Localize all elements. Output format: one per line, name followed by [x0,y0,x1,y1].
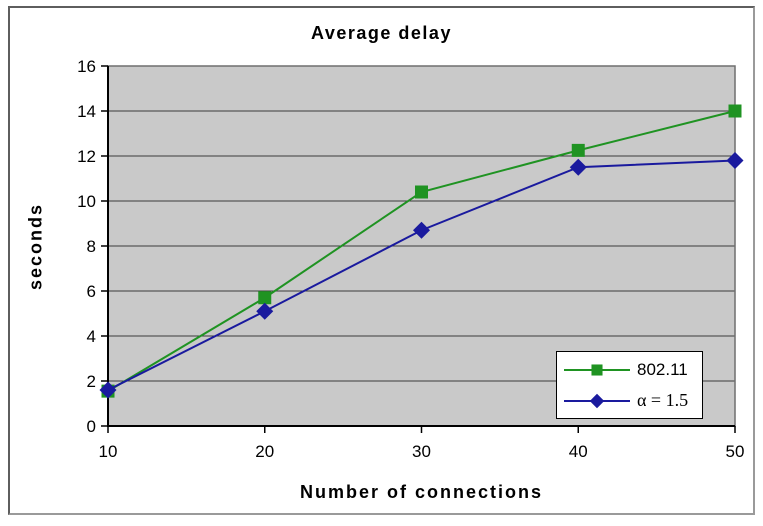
chart-title: Average delay [311,23,452,43]
y-tick-label: 6 [87,282,96,301]
data-point-marker-square [258,291,272,305]
legend: 802.11 α = 1.5 [556,351,703,419]
series-802.11 [101,104,742,398]
data-point-marker-square [571,143,585,157]
data-point-marker-diamond [726,152,744,169]
y-tick-label: 12 [77,147,96,166]
x-tick-label: 50 [726,442,745,461]
x-tick-label: 10 [99,442,118,461]
x-tick-label: 40 [569,442,588,461]
y-tick-label: 8 [87,237,96,256]
data-point-marker-square [415,185,428,199]
legend-item: α = 1.5 [564,385,702,416]
x-axis-title: Number of connections [299,482,543,502]
y-tick-label: 14 [77,102,96,121]
x-tick-label: 30 [412,442,431,461]
y-tick-label: 0 [87,417,96,436]
y-tick-label: 16 [77,57,96,76]
legend-label: α = 1.5 [637,390,689,410]
legend-label: 802.11 [637,359,688,379]
data-point-marker-square [728,104,742,118]
x-tick-label: 20 [255,442,274,461]
y-tick-label: 4 [87,327,96,346]
data-point-marker-diamond [413,221,430,239]
data-point-marker-diamond [589,393,605,408]
series-α = 1.5 [99,152,744,399]
y-tick-label: 2 [87,372,96,391]
data-point-marker-diamond [256,302,274,320]
legend-marker-diamond-icon [564,393,630,408]
legend-marker-square-icon [564,363,630,376]
data-point-marker-square [591,363,603,376]
y-axis-title: seconds [25,202,46,290]
legend-item: 802.11 [564,354,702,385]
data-point-marker-diamond [99,381,117,399]
data-point-marker-diamond [569,158,587,176]
y-tick-label: 10 [77,192,96,211]
